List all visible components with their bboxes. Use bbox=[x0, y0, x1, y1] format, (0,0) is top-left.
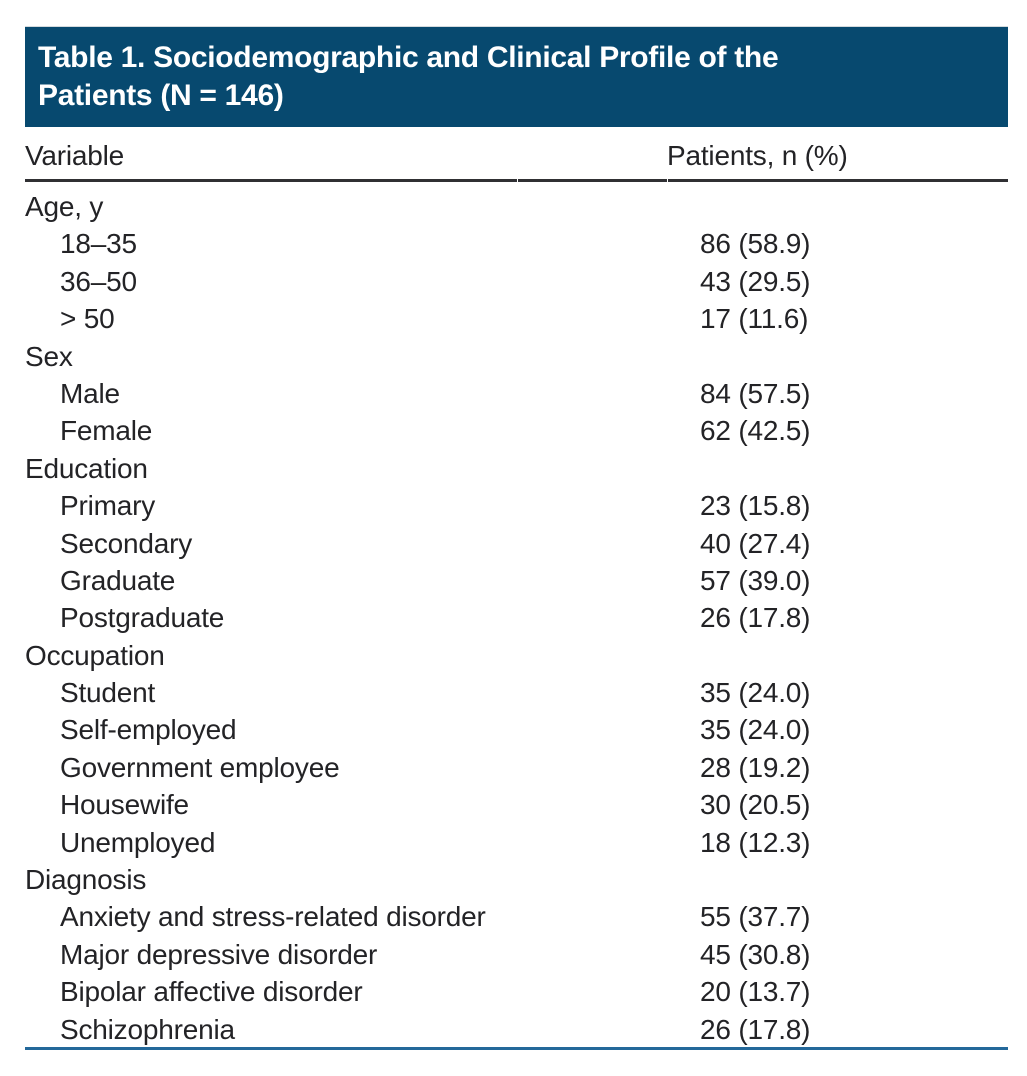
table-row: Graduate 57 (39.0) bbox=[25, 562, 1008, 599]
row-label: Government employee bbox=[60, 751, 340, 783]
table-title-band: Table 1. Sociodemographic and Clinical P… bbox=[25, 26, 1008, 127]
row-value: 30 (20.5) bbox=[700, 789, 811, 821]
table-row: Self-employed 35 (24.0) bbox=[25, 711, 1008, 748]
row-value: 23 (15.8) bbox=[700, 490, 811, 522]
table-section-row: Age, y bbox=[25, 188, 1008, 225]
row-label: Bipolar affective disorder bbox=[60, 976, 363, 1008]
row-label: Postgraduate bbox=[60, 602, 225, 634]
row-label: Primary bbox=[60, 490, 156, 522]
table-title-line1: Table 1. Sociodemographic and Clinical P… bbox=[38, 41, 779, 74]
table-row: Unemployed 18 (12.3) bbox=[25, 824, 1008, 861]
row-value: 45 (30.8) bbox=[700, 938, 811, 970]
section-label: Occupation bbox=[25, 639, 165, 671]
table-title: Table 1. Sociodemographic and Clinical P… bbox=[38, 39, 988, 115]
row-label: Male bbox=[60, 377, 120, 409]
row-label: Schizophrenia bbox=[60, 1013, 235, 1045]
table-row: Schizophrenia 26 (17.8) bbox=[25, 1011, 1008, 1048]
table-rows: Age, y 18–35 86 (58.9) 36–50 43 (29.5) > 50 17… bbox=[25, 188, 1008, 1048]
table-row: Secondary 40 (27.4) bbox=[25, 525, 1008, 562]
row-label: Anxiety and stress-related disorder bbox=[60, 901, 486, 933]
row-value: 35 (24.0) bbox=[700, 714, 811, 746]
row-value: 28 (19.2) bbox=[700, 751, 811, 783]
row-label: Unemployed bbox=[60, 826, 216, 858]
row-label: Secondary bbox=[60, 527, 193, 559]
table-row: > 50 17 (11.6) bbox=[25, 300, 1008, 337]
section-label: Education bbox=[25, 452, 148, 484]
row-value: 26 (17.8) bbox=[700, 602, 811, 634]
row-value: 20 (13.7) bbox=[700, 976, 811, 1008]
table-section-row: Diagnosis bbox=[25, 861, 1008, 898]
row-value: 18 (12.3) bbox=[700, 826, 811, 858]
section-label: Sex bbox=[25, 340, 73, 372]
table-row: Postgraduate 26 (17.8) bbox=[25, 599, 1008, 636]
row-value: 26 (17.8) bbox=[700, 1013, 811, 1045]
row-value: 17 (11.6) bbox=[700, 303, 809, 335]
row-label: Major depressive disorder bbox=[60, 938, 378, 970]
table-section-row: Sex bbox=[25, 338, 1008, 375]
row-value: 55 (37.7) bbox=[700, 901, 811, 933]
row-label: Female bbox=[60, 415, 153, 447]
table-row: Primary 23 (15.8) bbox=[25, 487, 1008, 524]
row-label: > 50 bbox=[60, 303, 115, 335]
table-row: Student 35 (24.0) bbox=[25, 674, 1008, 711]
column-header-variable: Variable bbox=[25, 140, 125, 171]
header-rule-segment bbox=[25, 179, 517, 182]
row-value: 35 (24.0) bbox=[700, 677, 811, 709]
row-label: 36–50 bbox=[60, 265, 137, 297]
section-label: Age, y bbox=[25, 191, 104, 222]
table-row: Major depressive disorder 45 (30.8) bbox=[25, 936, 1008, 973]
table-row: Anxiety and stress-related disorder 55 (3… bbox=[25, 898, 1008, 935]
table-row: Government employee 28 (19.2) bbox=[25, 749, 1008, 786]
header-rule-segment bbox=[518, 179, 667, 182]
table-title-line2: Patients (N = 146) bbox=[38, 79, 284, 112]
table-row: Bipolar affective disorder 20 (13.7) bbox=[25, 973, 1008, 1010]
row-label: Student bbox=[60, 677, 156, 709]
row-label: 18–35 bbox=[60, 228, 137, 260]
table-row: Male 84 (57.5) bbox=[25, 375, 1008, 412]
row-value: 57 (39.0) bbox=[700, 564, 811, 596]
table-row: 36–50 43 (29.5) bbox=[25, 263, 1008, 300]
bottom-rule bbox=[25, 1047, 1008, 1050]
row-label: Self-employed bbox=[60, 714, 237, 746]
row-value: 86 (58.9) bbox=[700, 228, 811, 260]
table-row: 18–35 86 (58.9) bbox=[25, 225, 1008, 262]
row-value: 62 (42.5) bbox=[700, 415, 811, 447]
table-section-row: Occupation bbox=[25, 637, 1008, 674]
column-header-row: Variable Patients, n (%) bbox=[25, 141, 1008, 179]
row-value: 40 (27.4) bbox=[700, 527, 811, 559]
row-label: Housewife bbox=[60, 789, 189, 821]
row-value: 43 (29.5) bbox=[700, 265, 811, 297]
row-value: 84 (57.5) bbox=[700, 377, 811, 409]
header-rule-segment bbox=[668, 179, 1008, 182]
table-row: Female 62 (42.5) bbox=[25, 412, 1008, 449]
column-header-patients: Patients, n (%) bbox=[667, 140, 848, 171]
section-label: Diagnosis bbox=[25, 864, 147, 896]
table-section-row: Education bbox=[25, 450, 1008, 487]
table-row: Housewife 30 (20.5) bbox=[25, 786, 1008, 823]
row-label: Graduate bbox=[60, 564, 176, 596]
header-rule bbox=[25, 179, 1008, 182]
